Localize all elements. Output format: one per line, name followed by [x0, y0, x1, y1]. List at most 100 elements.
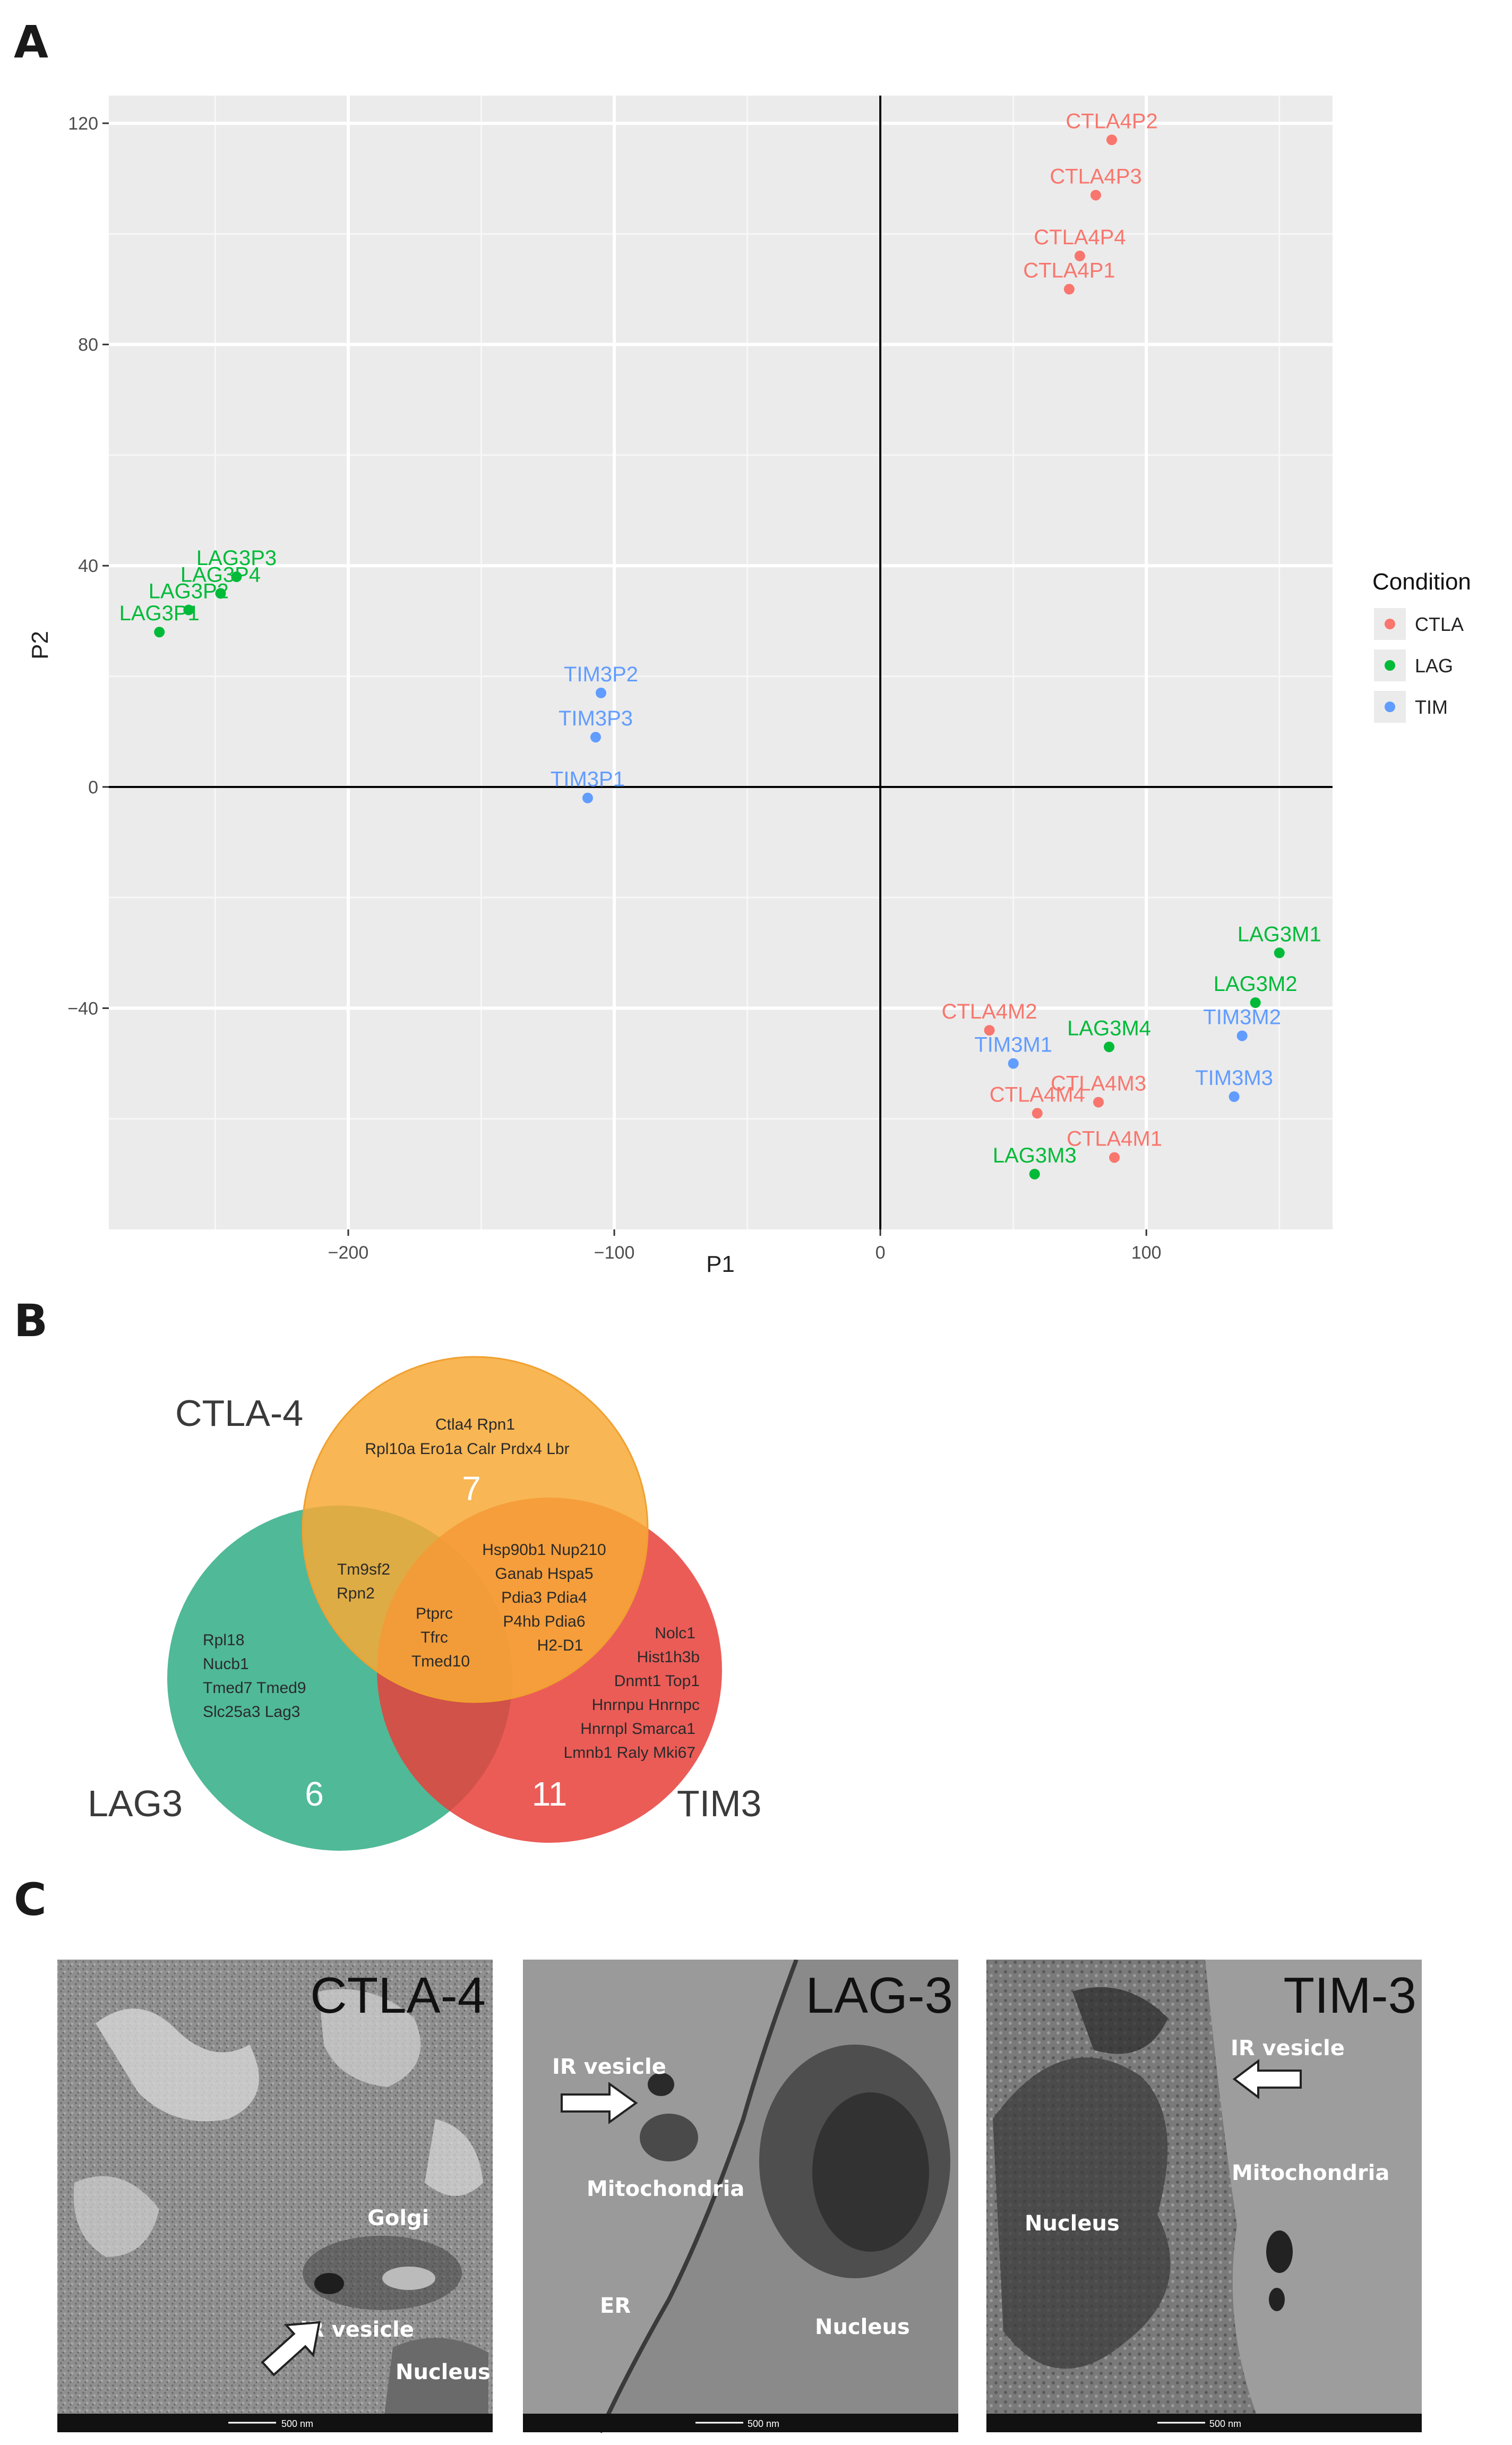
point-label: TIM3M1 [974, 1033, 1052, 1057]
point-label: CTLA4M3 [1051, 1072, 1146, 1095]
scatter-point [1104, 1041, 1115, 1053]
point-label: LAG3P1 [119, 602, 200, 625]
point-label: LAG3M4 [1067, 1016, 1151, 1040]
scatter-point [1029, 1168, 1040, 1179]
point-label: TIM3M2 [1203, 1005, 1281, 1029]
point-label: CTLA4M2 [942, 1000, 1037, 1023]
scatter-point [590, 732, 601, 743]
em-label: Nucleus [396, 2360, 491, 2384]
venn-ctla-lag-gene: Rpn2 [337, 1585, 375, 1602]
point-label: CTLA4M1 [1067, 1127, 1162, 1151]
point-label: LAG3M2 [1214, 972, 1298, 996]
point-label: LAG3M3 [993, 1144, 1077, 1167]
scatter-point [1228, 1091, 1240, 1102]
venn-count-lag3: 6 [305, 1775, 324, 1813]
scatter-point [1093, 1097, 1104, 1108]
venn-all-gene: Tfrc [420, 1629, 448, 1646]
point-label: LAG3M1 [1238, 922, 1321, 946]
scatter-point [1074, 251, 1085, 262]
venn-all-gene: Ptprc [416, 1605, 453, 1622]
x-tick-label: −200 [328, 1243, 369, 1263]
minor-grid [109, 96, 1333, 1229]
venn-lag-only-gene: Nucb1 [203, 1655, 249, 1673]
x-tick-label: 0 [875, 1243, 886, 1263]
venn-ctla-tim-gene: P4hb Pdia6 [503, 1613, 585, 1630]
em-micrographs: CTLA-4 Golgi IR vesicle Nucleus 500 nm L… [57, 1960, 1422, 2433]
scatter-point [215, 588, 226, 599]
venn-diagram: CTLA-4 LAG3 TIM3 7 6 11 Ctla4 Rpn1 Rpl10… [88, 1356, 761, 1851]
venn-label-lag3: LAG3 [88, 1783, 183, 1824]
x-tick-label: 100 [1131, 1243, 1162, 1263]
scatter-point [1106, 134, 1118, 146]
legend-marker [1385, 660, 1395, 671]
x-axis-label: P1 [706, 1251, 735, 1277]
y-tick-label: 0 [88, 777, 98, 798]
legend-label: LAG [1415, 655, 1453, 677]
em-label: Golgi [367, 2206, 429, 2230]
venn-ctla-tim-gene: Ganab Hspa5 [495, 1565, 593, 1583]
em-label: Mitochondria [587, 2177, 744, 2201]
y-tick-label: 40 [78, 556, 98, 576]
em-lag3-panel: LAG-3 IR vesicle Mitochondria ER Nucleus… [523, 1960, 958, 2433]
legend: Condition CTLA LAG TIM [1372, 569, 1471, 723]
venn-ctla-only-gene: Rpl10a Ero1a Calr Prdx4 Lbr [365, 1440, 569, 1458]
venn-tim-only-gene: Dnmt1 Top1 [614, 1672, 700, 1690]
em-ctla4-panel: CTLA-4 Golgi IR vesicle Nucleus 500 nm [57, 1960, 493, 2432]
arrow-icon [1232, 2058, 1302, 2100]
venn-ctla-lag-gene: Tm9sf2 [337, 1561, 390, 1578]
point-label: CTLA4P1 [1023, 259, 1115, 283]
point-label: LAG3P3 [196, 546, 277, 570]
scatter-point [231, 571, 242, 583]
venn-ctla-tim-gene: Pdia3 Pdia4 [501, 1589, 587, 1606]
arrow-icon [561, 2082, 638, 2124]
em-title: LAG-3 [806, 1967, 953, 2024]
scatter-point [1032, 1108, 1043, 1119]
y-tick-label: −40 [67, 998, 98, 1019]
legend-title: Condition [1372, 569, 1471, 595]
em-label: IR vesicle [552, 2055, 666, 2079]
venn-all-gene: Tmed10 [411, 1653, 470, 1670]
x-tick-label: −100 [594, 1243, 635, 1263]
venn-ctla4-circle [302, 1356, 649, 1703]
panel-c-label: C [14, 1874, 47, 1926]
point-label: TIM3P2 [564, 663, 638, 686]
scatter-point [1109, 1152, 1120, 1163]
point-label: TIM3P3 [559, 707, 633, 730]
scatter-point [1008, 1058, 1019, 1069]
venn-lag-only-gene: Rpl18 [203, 1631, 244, 1649]
scatter-point [154, 627, 165, 638]
scatter-point [582, 792, 593, 803]
venn-tim-only-gene: Hnrnpl Smarca1 [580, 1720, 695, 1738]
legend-label: TIM [1415, 696, 1448, 718]
point-label: CTLA4M4 [990, 1083, 1085, 1106]
scatter-point [1274, 947, 1285, 959]
y-tick-label: 120 [68, 114, 98, 134]
scatter-point [984, 1025, 995, 1036]
point-label: LAG3P2 [149, 580, 229, 603]
legend-marker [1385, 702, 1395, 712]
venn-label-tim3: TIM3 [677, 1783, 761, 1824]
em-label: Nucleus [815, 2315, 910, 2339]
legend-label: CTLA [1415, 613, 1464, 635]
em-scale-bar: 500 nm [281, 2418, 313, 2429]
point-label: CTLA4P3 [1050, 165, 1141, 188]
axis-ticks: −200 −100 0 100 −40 0 40 80 120 [67, 114, 1161, 1263]
venn-count-ctla4: 7 [462, 1469, 481, 1508]
em-title: TIM-3 [1283, 1967, 1416, 2024]
venn-count-tim3: 11 [532, 1775, 567, 1813]
venn-ctla-tim-gene: Hsp90b1 Nup210 [482, 1541, 606, 1559]
venn-tim-only-gene: Nolc1 [655, 1625, 695, 1642]
venn-lag-only-gene: Tmed7 Tmed9 [203, 1679, 306, 1697]
scatter-point [1250, 997, 1261, 1008]
venn-ctla-only-gene: Ctla4 Rpn1 [435, 1416, 515, 1433]
scatter-point [1090, 190, 1102, 201]
scatter-point [183, 604, 194, 615]
data-points: CTLA4P2 CTLA4P3 CTLA4P4 CTLA4P1 LAG3P3LAG3P4… [119, 109, 1321, 1179]
venn-label-ctla4: CTLA-4 [175, 1392, 303, 1434]
scatter-point [596, 687, 607, 698]
point-label: CTLA4P2 [1066, 109, 1157, 133]
point-label: TIM3M3 [1195, 1066, 1273, 1090]
point-label: TIM3P1 [551, 768, 625, 791]
venn-tim-only-gene: Lmnb1 Raly Mki67 [564, 1744, 695, 1762]
